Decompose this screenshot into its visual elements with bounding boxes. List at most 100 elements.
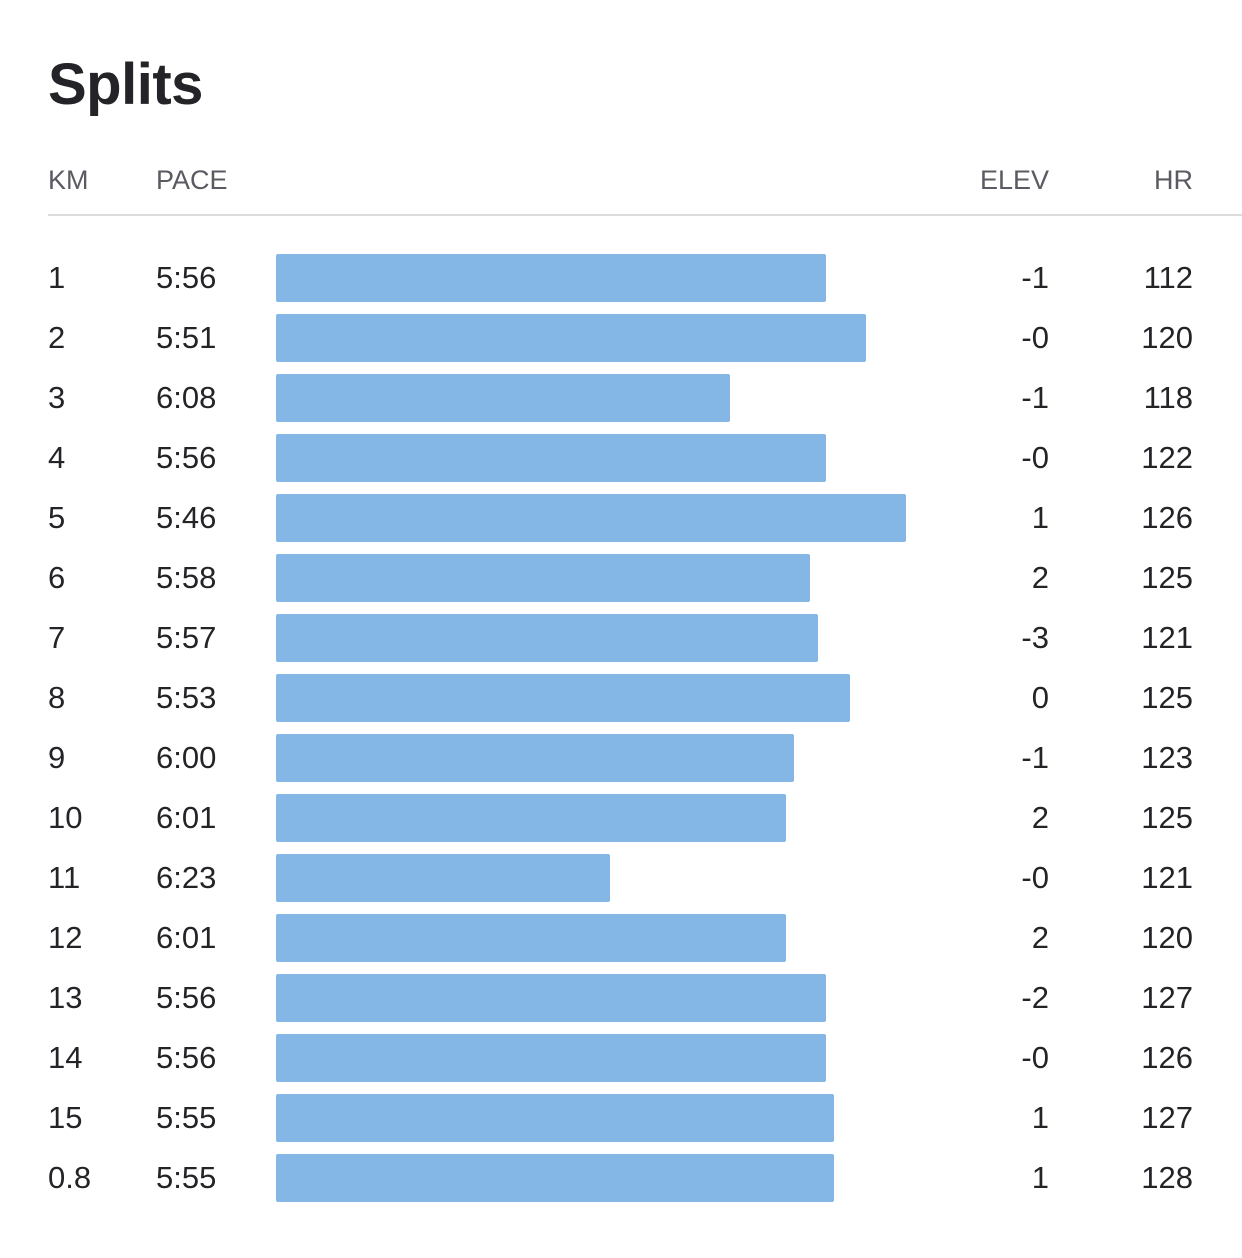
table-row: 6 5:58 2 125 bbox=[0, 548, 1242, 608]
split-elev: -0 bbox=[1021, 440, 1049, 475]
table-row: 14 5:56 -0 126 bbox=[0, 1028, 1242, 1088]
table-row: 1 5:56 -1 112 bbox=[0, 248, 1242, 308]
column-header-km: KM bbox=[48, 165, 89, 195]
pace-bar bbox=[276, 314, 866, 362]
pace-bar bbox=[276, 1094, 834, 1142]
pace-bar bbox=[276, 494, 906, 542]
split-elev: -1 bbox=[1021, 740, 1049, 775]
split-hr: 127 bbox=[1141, 1100, 1193, 1135]
split-pace: 6:01 bbox=[156, 920, 217, 955]
column-header-pace: PACE bbox=[156, 165, 228, 195]
split-hr: 121 bbox=[1141, 620, 1193, 655]
split-hr: 123 bbox=[1141, 740, 1193, 775]
split-elev: -3 bbox=[1021, 620, 1049, 655]
split-pace: 5:56 bbox=[156, 440, 217, 475]
split-elev: 1 bbox=[1031, 1160, 1049, 1195]
column-header-hr: HR bbox=[1154, 165, 1193, 195]
split-elev: 2 bbox=[1031, 920, 1049, 955]
pace-bar bbox=[276, 974, 826, 1022]
split-hr: 126 bbox=[1141, 1040, 1193, 1075]
split-pace: 5:58 bbox=[156, 560, 217, 595]
page-title: Splits bbox=[48, 52, 203, 117]
split-elev: 1 bbox=[1031, 1100, 1049, 1135]
split-elev: -0 bbox=[1021, 860, 1049, 895]
table-row: 10 6:01 2 125 bbox=[0, 788, 1242, 848]
split-pace: 5:57 bbox=[156, 620, 217, 655]
table-row: 12 6:01 2 120 bbox=[0, 908, 1242, 968]
split-elev: 2 bbox=[1031, 800, 1049, 835]
split-elev: -0 bbox=[1021, 320, 1049, 355]
pace-bar bbox=[276, 614, 818, 662]
split-km: 0.8 bbox=[48, 1160, 92, 1195]
split-pace: 6:00 bbox=[156, 740, 217, 775]
split-hr: 122 bbox=[1141, 440, 1193, 475]
split-km: 9 bbox=[48, 740, 66, 775]
column-header-elev: ELEV bbox=[979, 165, 1049, 195]
table-row: 4 5:56 -0 122 bbox=[0, 428, 1242, 488]
split-km: 13 bbox=[48, 980, 83, 1015]
split-elev: -0 bbox=[1021, 1040, 1049, 1075]
split-pace: 5:56 bbox=[156, 980, 217, 1015]
split-hr: 127 bbox=[1141, 980, 1193, 1015]
split-hr: 125 bbox=[1141, 680, 1193, 715]
split-hr: 125 bbox=[1141, 560, 1193, 595]
split-hr: 121 bbox=[1141, 860, 1193, 895]
split-pace: 6:01 bbox=[156, 800, 217, 835]
split-hr: 112 bbox=[1143, 260, 1193, 295]
table-row: 3 6:08 -1 118 bbox=[0, 368, 1242, 428]
split-km: 12 bbox=[48, 920, 83, 955]
split-elev: -1 bbox=[1021, 380, 1049, 415]
split-km: 8 bbox=[48, 680, 66, 715]
split-hr: 128 bbox=[1141, 1160, 1193, 1195]
split-pace: 5:56 bbox=[156, 1040, 217, 1075]
split-km: 5 bbox=[48, 500, 66, 535]
split-km: 4 bbox=[48, 440, 66, 475]
split-pace: 5:56 bbox=[156, 260, 217, 295]
split-elev: 1 bbox=[1031, 500, 1049, 535]
split-km: 1 bbox=[48, 260, 66, 295]
split-pace: 5:55 bbox=[156, 1100, 217, 1135]
split-km: 3 bbox=[48, 380, 66, 415]
split-km: 6 bbox=[48, 560, 66, 595]
split-hr: 120 bbox=[1141, 920, 1193, 955]
splits-table-header: KM PACE ELEV HR bbox=[0, 160, 1242, 200]
split-hr: 120 bbox=[1141, 320, 1193, 355]
table-row: 7 5:57 -3 121 bbox=[0, 608, 1242, 668]
split-km: 7 bbox=[48, 620, 66, 655]
split-elev: -1 bbox=[1021, 260, 1049, 295]
split-km: 14 bbox=[48, 1040, 83, 1075]
pace-bar bbox=[276, 1154, 834, 1202]
split-km: 11 bbox=[48, 860, 81, 895]
table-row: 13 5:56 -2 127 bbox=[0, 968, 1242, 1028]
split-pace: 6:23 bbox=[156, 860, 217, 895]
table-row: 9 6:00 -1 123 bbox=[0, 728, 1242, 788]
split-hr: 126 bbox=[1141, 500, 1193, 535]
split-hr: 118 bbox=[1143, 380, 1193, 415]
split-km: 15 bbox=[48, 1100, 83, 1135]
pace-bar bbox=[276, 854, 610, 902]
table-row: 15 5:55 1 127 bbox=[0, 1088, 1242, 1148]
pace-bar bbox=[276, 674, 850, 722]
pace-bar bbox=[276, 1034, 826, 1082]
split-pace: 6:08 bbox=[156, 380, 217, 415]
table-row: 0.8 5:55 1 128 bbox=[0, 1148, 1242, 1208]
pace-bar bbox=[276, 434, 826, 482]
split-hr: 125 bbox=[1141, 800, 1193, 835]
split-elev: 0 bbox=[1031, 680, 1049, 715]
split-pace: 5:51 bbox=[156, 320, 217, 355]
split-pace: 5:46 bbox=[156, 500, 217, 535]
split-km: 10 bbox=[48, 800, 83, 835]
split-elev: 2 bbox=[1031, 560, 1049, 595]
split-pace: 5:53 bbox=[156, 680, 217, 715]
split-pace: 5:55 bbox=[156, 1160, 217, 1195]
table-row: 5 5:46 1 126 bbox=[0, 488, 1242, 548]
pace-bar bbox=[276, 914, 786, 962]
pace-bar bbox=[276, 554, 810, 602]
pace-bar bbox=[276, 374, 730, 422]
table-row: 8 5:53 0 125 bbox=[0, 668, 1242, 728]
table-row: 11 6:23 -0 121 bbox=[0, 848, 1242, 908]
pace-bar bbox=[276, 254, 826, 302]
header-divider bbox=[48, 214, 1242, 216]
table-row: 2 5:51 -0 120 bbox=[0, 308, 1242, 368]
pace-bar bbox=[276, 734, 794, 782]
